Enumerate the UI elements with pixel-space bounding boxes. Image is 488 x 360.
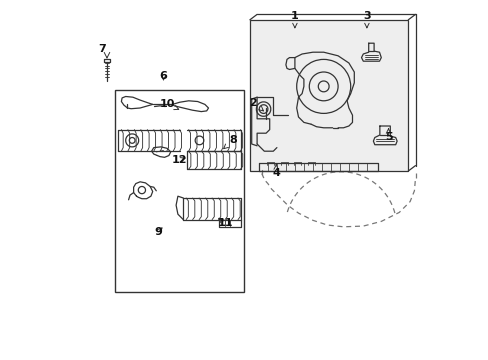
Bar xyxy=(115,90,244,292)
Text: 1: 1 xyxy=(290,11,298,28)
Text: 9: 9 xyxy=(154,227,162,237)
Polygon shape xyxy=(249,20,407,171)
Text: 10: 10 xyxy=(160,99,178,109)
Text: 3: 3 xyxy=(363,11,370,28)
Text: 7: 7 xyxy=(98,44,106,54)
Text: 8: 8 xyxy=(223,135,236,149)
Text: 5: 5 xyxy=(384,129,391,142)
Text: 11: 11 xyxy=(217,218,232,228)
Text: 2: 2 xyxy=(249,98,263,111)
Text: 12: 12 xyxy=(172,155,187,165)
Text: 4: 4 xyxy=(272,165,280,178)
Text: 6: 6 xyxy=(159,71,167,81)
